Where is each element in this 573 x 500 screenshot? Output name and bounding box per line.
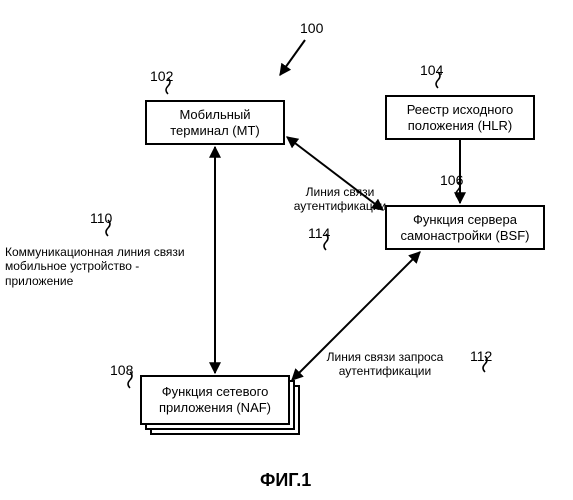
node-naf: Функция сетевогоприложения (NAF) [140, 375, 300, 435]
ref-mt: 102 [150, 68, 173, 84]
ref-auth-req-link: 112 [470, 348, 492, 364]
node-bsf: Функция серверасамонастройки (BSF) [385, 205, 545, 250]
figure-caption: ФИГ.1 [260, 470, 311, 491]
ref-hlr: 104 [420, 62, 443, 78]
node-mt: Мобильныйтерминал (MT) [145, 100, 285, 145]
ref-naf: 108 [110, 362, 133, 378]
node-naf-front: Функция сетевогоприложения (NAF) [140, 375, 290, 425]
label-auth-link: Линия связиаутентификации [290, 185, 390, 214]
diagram-canvas: 100 Мобильныйтерминал (MT) 102 Реестр ис… [0, 0, 573, 500]
ref-main: 100 [300, 20, 323, 36]
ref-comm-link: 110 [90, 210, 112, 226]
node-hlr: Реестр исходногоположения (HLR) [385, 95, 535, 140]
label-auth-req-link: Линия связи запросааутентификации [310, 350, 460, 379]
label-comm-link: Коммуникационная линия связимобильное ус… [5, 245, 205, 288]
ref-bsf: 106 [440, 172, 463, 188]
ref-auth-link: 114 [308, 225, 330, 241]
